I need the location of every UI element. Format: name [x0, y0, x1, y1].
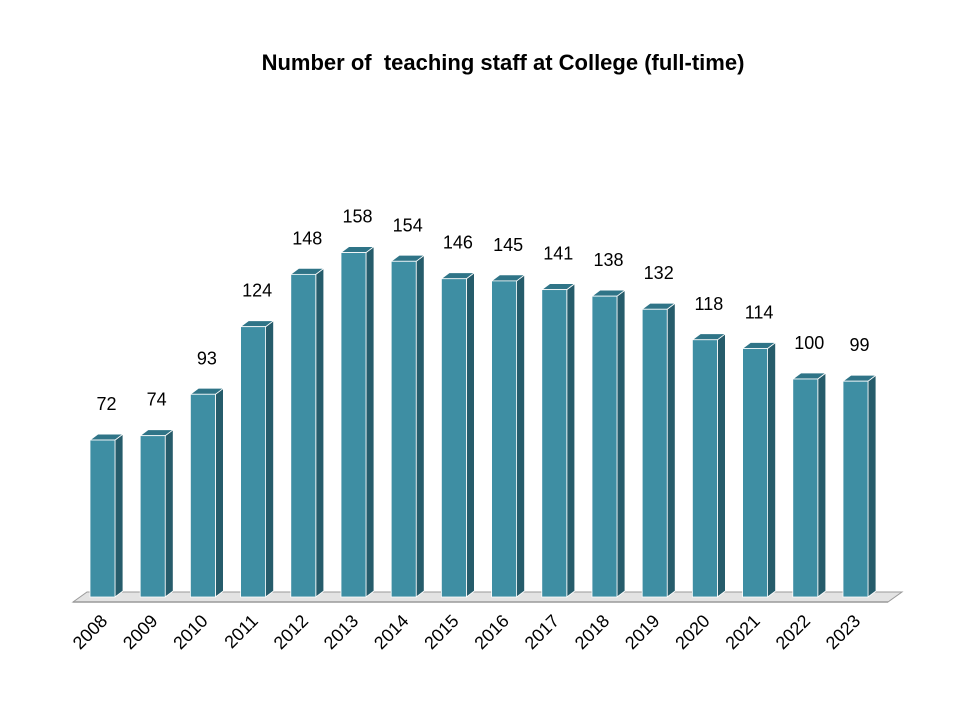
- x-tick-2023: 2023: [822, 611, 864, 653]
- bar-front-face: [591, 295, 618, 598]
- bar-side-face: [214, 387, 224, 598]
- bar-side-face: [315, 267, 325, 598]
- bar-side-face: [666, 302, 676, 598]
- data-label-2010: 93: [197, 348, 217, 368]
- bar-2021: [741, 341, 777, 598]
- bar-side-face: [415, 254, 425, 598]
- x-tick-2017: 2017: [521, 611, 563, 653]
- x-tick-2015: 2015: [420, 611, 462, 653]
- data-label-2019: 132: [644, 263, 674, 283]
- bar-front-face: [842, 380, 869, 598]
- data-label-2009: 74: [147, 390, 167, 410]
- x-tick-2012: 2012: [270, 611, 312, 653]
- data-label-2015: 146: [443, 233, 473, 253]
- bar-side-face: [616, 289, 626, 598]
- x-tick-labels-layer: 2008 2009 2010 2011 2012 2013 2014 2015 2016 2017…: [69, 611, 864, 653]
- bar-front-face: [541, 289, 568, 598]
- bar-front-face: [340, 252, 367, 598]
- bar-side-face: [767, 341, 776, 598]
- bar-side-face: [114, 433, 124, 598]
- bar-2015: [440, 271, 476, 598]
- bar-front-face: [240, 326, 267, 598]
- x-tick-2016: 2016: [470, 611, 512, 653]
- bar-front-face: [440, 278, 467, 598]
- data-label-2013: 158: [342, 207, 372, 227]
- bar-front-face: [792, 378, 819, 598]
- bar-2009: [138, 428, 175, 598]
- bar-2016: [490, 274, 526, 598]
- bar-front-face: [491, 280, 518, 598]
- data-label-2022: 100: [794, 333, 824, 353]
- bar-side-face: [817, 372, 827, 598]
- bar-side-face: [465, 271, 475, 598]
- bar-front-face: [641, 308, 668, 598]
- x-tick-2019: 2019: [621, 611, 663, 653]
- data-label-2020: 118: [695, 294, 724, 314]
- data-label-2012: 148: [292, 228, 322, 248]
- x-tick-2020: 2020: [671, 611, 713, 653]
- bar-front-face: [189, 393, 216, 598]
- x-tick-2022: 2022: [772, 611, 814, 653]
- x-tick-2013: 2013: [320, 611, 362, 653]
- data-label-2008: 72: [96, 394, 116, 414]
- data-label-2016: 145: [493, 235, 523, 255]
- bar-front-face: [139, 435, 166, 598]
- data-label-2011: 124: [242, 281, 272, 301]
- bar-2020: [691, 332, 727, 598]
- bar-2023: [841, 374, 878, 598]
- bar-front-face: [89, 439, 116, 598]
- chart-title: Number of teaching staff at College (ful…: [262, 50, 745, 75]
- bar-side-face: [365, 245, 375, 598]
- bar-2008: [88, 433, 125, 598]
- x-tick-2014: 2014: [370, 611, 412, 653]
- bar-front-face: [290, 273, 317, 598]
- data-label-2017: 141: [543, 244, 573, 264]
- bar-front-face: [742, 348, 768, 598]
- bar-2014: [390, 254, 426, 598]
- bar-side-face: [164, 428, 174, 598]
- x-tick-2011: 2011: [220, 611, 262, 653]
- x-tick-2008: 2008: [69, 611, 111, 653]
- x-tick-2009: 2009: [119, 611, 161, 653]
- bar-side-face: [717, 332, 726, 598]
- bars-layer: [88, 245, 878, 598]
- bar-front-face: [390, 260, 417, 598]
- bar-2018: [590, 289, 627, 598]
- bar-side-face: [516, 274, 525, 598]
- x-tick-2018: 2018: [571, 611, 613, 653]
- bar-side-face: [566, 282, 576, 598]
- x-tick-2021: 2021: [721, 611, 763, 653]
- bar-2017: [540, 282, 576, 598]
- bar-2011: [239, 319, 275, 598]
- bar-2019: [641, 302, 677, 598]
- data-label-2023: 99: [849, 335, 869, 355]
- data-label-2018: 138: [593, 250, 623, 270]
- bar-front-face: [692, 339, 718, 598]
- bar-2013: [339, 245, 376, 598]
- bar-side-face: [867, 374, 877, 598]
- data-label-2014: 154: [393, 215, 423, 235]
- data-label-2021: 114: [745, 302, 774, 322]
- bar-2022: [791, 372, 827, 598]
- bar-side-face: [265, 319, 275, 598]
- x-tick-2010: 2010: [169, 611, 211, 653]
- value-labels-layer: 72 74 93 124 148 158 154 146 145 141 138 132 118 114 1…: [96, 207, 869, 414]
- bar-2012: [289, 267, 325, 598]
- bar-2010: [189, 387, 225, 598]
